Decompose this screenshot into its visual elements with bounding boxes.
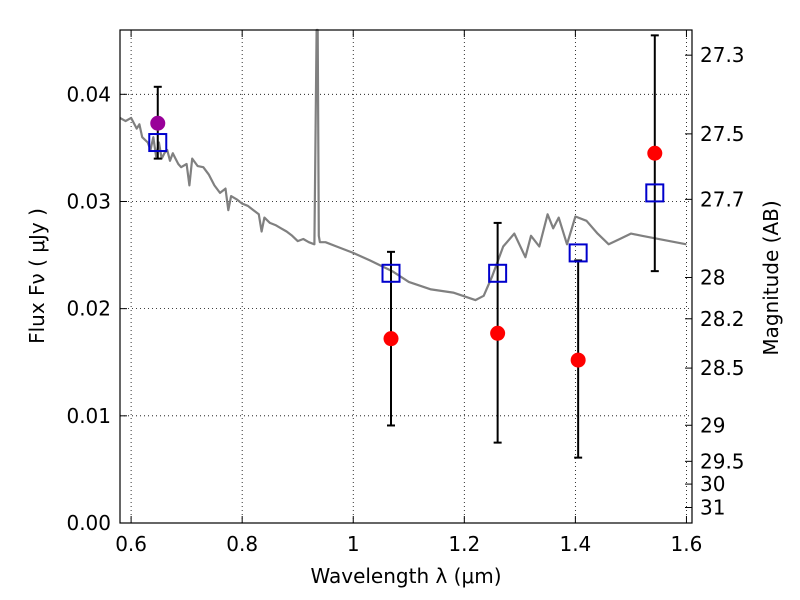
right-y-tick-label: 27.3 [700,43,745,67]
x-tick-label: 1 [347,532,360,556]
plot-frame [119,29,693,524]
observed-photometry-point [490,325,506,341]
model-photometry-point [488,263,508,283]
right-y-tick-label: 29.5 [700,449,745,473]
model-photometry-point [645,183,665,203]
y-tick-label: 0.03 [66,189,111,213]
observed-photometry-point [150,115,166,131]
x-tick-label: 1.6 [671,532,703,556]
y-tick-label: 0.04 [66,82,111,106]
sed-model-line [119,28,687,302]
y-axis-label: Flux Fν ( μJy ) [25,208,49,344]
right-y-tick-label: 27.5 [700,122,745,146]
right-y-tick-label: 30 [700,472,725,496]
x-axis-label: Wavelength λ (μm) [310,564,501,588]
right-y-tick-label: 27.7 [700,187,745,211]
right-y-axis-label: Magnitude (AB) [759,200,783,355]
right-y-tick-label: 29 [700,413,725,437]
right-y-tick-label: 28.2 [700,307,745,331]
x-tick-label: 0.6 [115,532,147,556]
marker-layer [148,133,665,283]
model-photometry-point [568,243,588,263]
tick-layer: 0.6 0.8 1 1.2 1.4 1.6 0.00 0.01 0.02 0.03 0.04 27.3… [66,30,745,556]
errorbar-layer [150,34,663,459]
y-tick-label: 0.00 [66,511,111,535]
observed-photometry-point [570,352,586,368]
observed-photometry-point [647,145,663,161]
x-tick-label: 1.4 [559,532,591,556]
sed-model-layer [119,28,687,302]
right-y-tick-label: 28 [700,265,725,289]
x-tick-label: 0.8 [226,532,258,556]
right-y-tick-label: 28.5 [700,356,745,380]
model-photometry-point [148,133,168,153]
x-tick-label: 1.2 [448,532,480,556]
right-y-tick-label: 31 [700,496,725,520]
y-tick-label: 0.02 [66,297,111,321]
y-tick-label: 0.01 [66,404,111,428]
model-photometry-point [381,263,401,283]
observed-photometry-point [383,331,399,347]
